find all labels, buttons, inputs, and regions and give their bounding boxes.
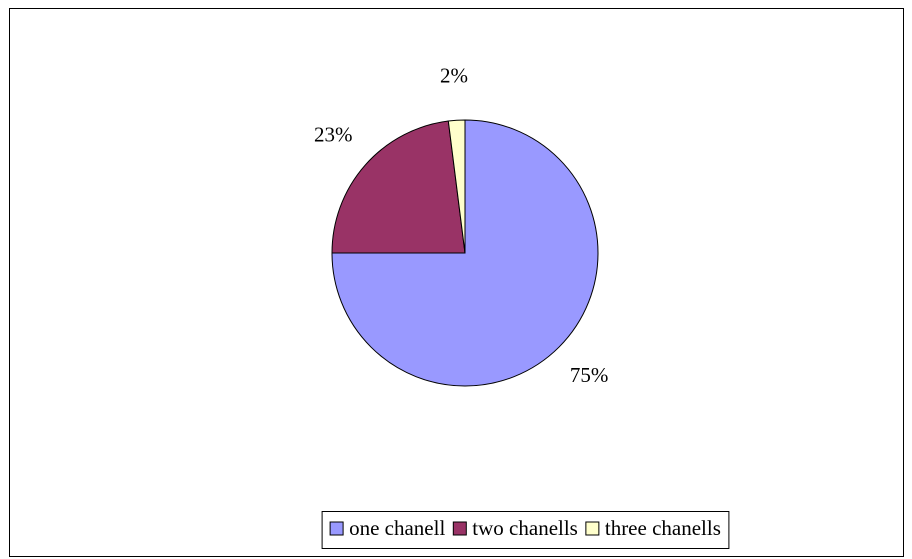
legend-label: one chanell bbox=[349, 516, 445, 540]
legend-swatch bbox=[329, 521, 344, 536]
legend-label: three chanells bbox=[605, 516, 721, 540]
data-label: 2% bbox=[440, 64, 468, 88]
legend-frame bbox=[321, 511, 730, 549]
pie-slice bbox=[331, 120, 466, 254]
legend-label: two chanells bbox=[472, 516, 578, 540]
legend-swatch bbox=[585, 521, 600, 536]
pie-slice bbox=[447, 119, 466, 254]
data-label: 75% bbox=[570, 363, 609, 387]
legend-swatch bbox=[452, 521, 467, 536]
data-label: 23% bbox=[314, 123, 353, 147]
